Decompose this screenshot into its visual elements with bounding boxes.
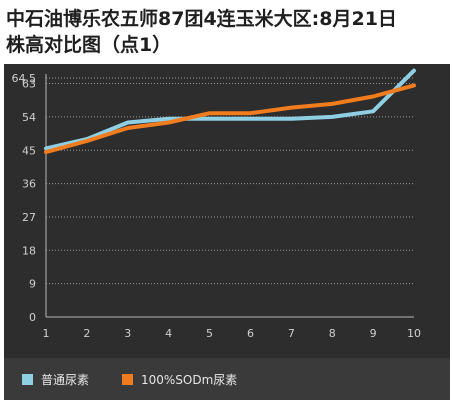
legend-label-series-2: 100%SODm尿素	[141, 372, 238, 387]
chart-title-line-1: 中石油博乐农五师87团4连玉米大区:8月21日	[6, 8, 397, 30]
x-tick-label: 7	[288, 327, 295, 340]
chart-title: 中石油博乐农五师87团4连玉米大区:8月21日 株高对比图（点1）	[6, 6, 450, 58]
x-tick-label: 3	[124, 327, 131, 340]
chart-title-line-2: 株高对比图（点1）	[6, 34, 172, 56]
x-tick-label: 10	[407, 327, 421, 340]
series-line-2	[44, 83, 416, 155]
y-tick-label: 36	[22, 178, 36, 191]
y-tick-label: 27	[22, 211, 36, 224]
x-tick-label: 1	[43, 327, 50, 340]
legend-swatch-series-1	[22, 373, 33, 385]
page-bottom-margin	[0, 400, 452, 409]
x-tick-label: 4	[165, 327, 172, 340]
x-tick-label: 5	[206, 327, 213, 340]
y-tick-label: 45	[22, 144, 36, 157]
y-tick-label: 64.5	[12, 72, 37, 85]
legend-swatch-series-2	[122, 373, 133, 385]
x-tick-label: 6	[247, 327, 254, 340]
y-tick-label: 63	[22, 78, 36, 91]
legend-label-series-1: 普通尿素	[41, 372, 90, 387]
x-tick-label: 9	[370, 327, 377, 340]
chart-plot-panel: 0 9 18 27 36 45 54 63 64.5 1 2 3 4 5 6 7 8 9 10	[4, 64, 450, 358]
series-line-1	[44, 68, 416, 151]
y-tick-label: 54	[22, 111, 36, 124]
chart-legend: 普通尿素 100%SODm尿素	[4, 358, 450, 400]
y-tick-label: 0	[29, 311, 36, 324]
y-tick-label: 18	[22, 244, 36, 257]
legend-item-series-1: 普通尿素	[22, 371, 89, 387]
legend-item-series-2: 100%SODm尿素	[122, 371, 237, 387]
x-tick-label: 2	[83, 327, 90, 340]
x-tick-label: 8	[329, 327, 336, 340]
y-tick-label: 9	[29, 278, 36, 291]
